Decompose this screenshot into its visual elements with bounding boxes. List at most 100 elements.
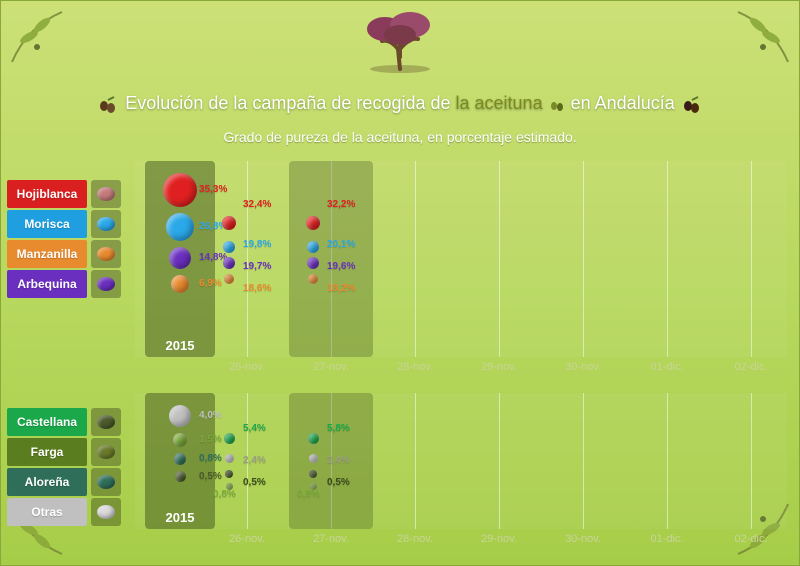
data-point: [225, 454, 234, 463]
legend-swatch: [91, 270, 121, 298]
year-column: 20154,0%1,5%0,8%0,5%: [145, 393, 215, 529]
data-value-label: 6,9%: [199, 278, 222, 289]
x-axis-label: 26-nov.: [229, 533, 265, 545]
data-point: [224, 433, 235, 444]
data-point: [307, 241, 319, 253]
data-value-label: 35,3%: [199, 184, 227, 195]
infographic-stage: Evolución de la campaña de recogida de l…: [0, 0, 800, 566]
gridline: [667, 161, 668, 357]
legend-row: Otras: [7, 497, 121, 527]
legend-swatch: [91, 408, 121, 436]
legend-top: HojiblancaMoriscaManzanillaArbequina: [7, 179, 121, 299]
chart-top: 201535,3%26,8%14,8%6,9%26-nov.32,4%19,8%…: [135, 161, 787, 357]
data-value-label: 4,0%: [199, 410, 222, 421]
legend-row: Manzanilla: [7, 239, 121, 269]
data-value-label: 0,8%: [199, 453, 222, 464]
legend-label: Aloreña: [7, 468, 87, 496]
year-column: 201535,3%26,8%14,8%6,9%: [145, 161, 215, 357]
legend-swatch: [91, 438, 121, 466]
olive-icon: [97, 445, 115, 459]
data-point-label: 5,4%: [243, 423, 266, 434]
olive-tree-icon: [360, 9, 440, 73]
data-point: [225, 470, 233, 478]
gridline: [499, 393, 500, 529]
x-axis-label: 26-nov.: [229, 361, 265, 373]
leaf-decoration-icon: [7, 7, 67, 67]
gridline: [667, 393, 668, 529]
olive-icon: [97, 187, 115, 201]
x-axis-label: 30-nov.: [565, 533, 601, 545]
data-bubble: [171, 275, 189, 293]
data-point-label: 32,4%: [243, 199, 271, 210]
olive-icon: [97, 475, 115, 489]
legend-swatch: [91, 240, 121, 268]
data-point-label: 18,2%: [327, 283, 355, 294]
x-axis-label: 27-nov.: [313, 361, 349, 373]
data-point-label: 18,6%: [243, 283, 271, 294]
data-bubble: [169, 247, 191, 269]
x-axis-label: 01-dic.: [650, 361, 683, 373]
legend-row: Arbequina: [7, 269, 121, 299]
legend-swatch: [91, 210, 121, 238]
gridline: [415, 393, 416, 529]
legend-swatch: [91, 468, 121, 496]
gridline: [415, 161, 416, 357]
data-value-label: 1,5%: [199, 434, 222, 445]
legend-swatch: [91, 498, 121, 526]
data-point-label: 2,4%: [243, 455, 266, 466]
olive-icon: [97, 415, 115, 429]
x-axis-label: 27-nov.: [313, 533, 349, 545]
data-point: [223, 257, 235, 269]
legend-bottom: CastellanaFargaAloreñaOtras: [7, 407, 121, 527]
data-point-label: 19,8%: [243, 239, 271, 250]
x-axis-label: 02-dic.: [734, 361, 767, 373]
olive-icon: [97, 277, 115, 291]
data-point-label: 19,6%: [327, 261, 355, 272]
x-axis-label: 29-nov.: [481, 533, 517, 545]
legend-label: Otras: [7, 498, 87, 526]
data-point-label: 19,7%: [243, 261, 271, 272]
data-point: [223, 241, 235, 253]
data-point-label: 0,8%: [213, 489, 236, 500]
legend-row: Castellana: [7, 407, 121, 437]
title-pre: Evolución de la campaña de recogida de: [125, 93, 455, 113]
data-point-label: 20,1%: [327, 239, 355, 250]
olive-icon: [97, 505, 115, 519]
data-point-label: 32,2%: [327, 199, 355, 210]
highlight-column: [289, 161, 373, 357]
page-subtitle: Grado de pureza de la aceituna, en porce…: [1, 129, 799, 145]
data-point: [307, 257, 319, 269]
year-label: 2015: [145, 510, 215, 525]
legend-swatch: [91, 180, 121, 208]
legend-label: Manzanilla: [7, 240, 87, 268]
year-label: 2015: [145, 338, 215, 353]
legend-row: Morisca: [7, 209, 121, 239]
data-bubble: [173, 433, 187, 447]
legend-label: Morisca: [7, 210, 87, 238]
gridline: [583, 393, 584, 529]
legend-row: Farga: [7, 437, 121, 467]
data-bubble: [175, 471, 186, 482]
x-axis-label: 02-dic.: [734, 533, 767, 545]
data-point-label: 2,4%: [327, 455, 350, 466]
data-point: [308, 433, 319, 444]
data-bubble: [163, 173, 197, 207]
legend-row: Aloreña: [7, 467, 121, 497]
data-point: [308, 274, 318, 284]
legend-label: Hojiblanca: [7, 180, 87, 208]
data-point: [222, 216, 236, 230]
olive-icon: [97, 217, 115, 231]
x-axis-label: 29-nov.: [481, 361, 517, 373]
x-axis-label: 01-dic.: [650, 533, 683, 545]
legend-label: Farga: [7, 438, 87, 466]
x-axis-label: 30-nov.: [565, 361, 601, 373]
legend-label: Castellana: [7, 408, 87, 436]
data-bubble: [174, 453, 186, 465]
gridline: [751, 393, 752, 529]
x-axis-label: 28-nov.: [397, 533, 433, 545]
data-bubble: [166, 213, 194, 241]
title-accent: la aceituna: [456, 93, 543, 113]
data-point-label: 0,5%: [327, 477, 350, 488]
gridline: [499, 161, 500, 357]
x-axis-label: 28-nov.: [397, 361, 433, 373]
